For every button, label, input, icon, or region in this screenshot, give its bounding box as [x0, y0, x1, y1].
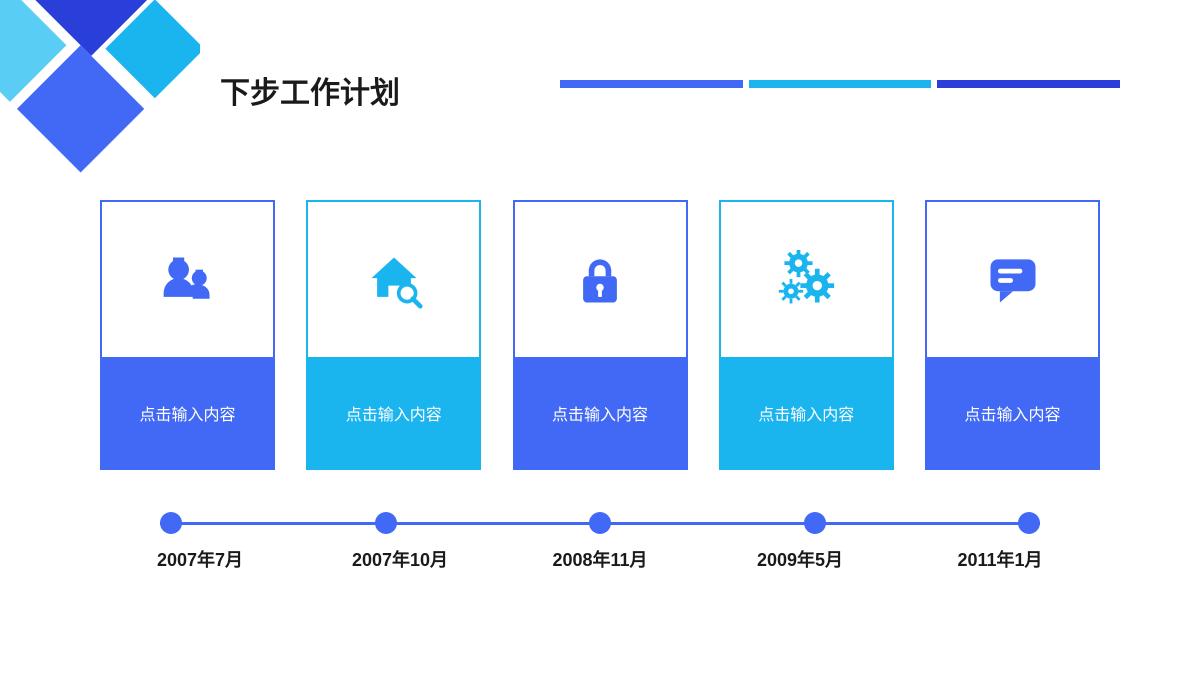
timeline-card: 点击输入内容	[513, 200, 688, 470]
timeline-dot	[375, 512, 397, 534]
card-label: 点击输入内容	[515, 357, 686, 468]
timeline-date: 2008年11月	[520, 546, 680, 572]
gears-icon	[721, 202, 892, 357]
timeline-dot	[160, 512, 182, 534]
timeline-labels: 2007年7月 2007年10月 2008年11月 2009年5月 2011年1月	[120, 546, 1080, 572]
timeline: 2007年7月2007年10月2008年11月2009年5月2011年1月	[160, 512, 1040, 562]
card-row: 点击输入内容点击输入内容点击输入内容点击输入内容点击输入内容	[100, 200, 1100, 470]
card-label: 点击输入内容	[308, 357, 479, 468]
timeline-date: 2007年7月	[120, 546, 280, 572]
stripe-2	[749, 80, 932, 88]
timeline-dot	[1018, 512, 1040, 534]
corner-decoration	[0, 0, 200, 200]
people-icon	[102, 202, 273, 357]
stripe-1	[560, 80, 743, 88]
card-label: 点击输入内容	[102, 357, 273, 468]
timeline-date: 2011年1月	[920, 546, 1080, 572]
timeline-card: 点击输入内容	[306, 200, 481, 470]
stripe-3	[937, 80, 1120, 88]
timeline-card: 点击输入内容	[925, 200, 1100, 470]
lock-icon	[515, 202, 686, 357]
timeline-card: 点击输入内容	[100, 200, 275, 470]
card-label: 点击输入内容	[927, 357, 1098, 468]
timeline-dots	[160, 512, 1040, 534]
chat-icon	[927, 202, 1098, 357]
timeline-dot	[589, 512, 611, 534]
timeline-date: 2007年10月	[320, 546, 480, 572]
title-stripes	[560, 80, 1120, 88]
timeline-date: 2009年5月	[720, 546, 880, 572]
page-title: 下步工作计划	[220, 68, 400, 112]
card-label: 点击输入内容	[721, 357, 892, 468]
timeline-dot	[804, 512, 826, 534]
timeline-card: 点击输入内容	[719, 200, 894, 470]
house-icon	[308, 202, 479, 357]
